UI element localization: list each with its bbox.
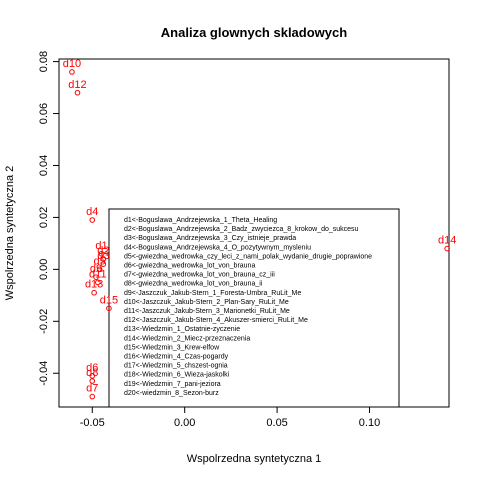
x-axis-label: Wspolrzedna syntetyczna 1 (187, 453, 322, 465)
x-tick-label: 0.00 (174, 417, 195, 429)
legend-entry: d15<-Wiedzmin_3_Krew-elfow (124, 344, 220, 351)
legend-entry: d18<-Wiedzmin_6_Wieza-jaskolki (124, 372, 230, 379)
y-tick-label: -0.02 (38, 309, 50, 334)
legend-entry: d2<-Boguslawa_Andrzejewska_2_Badz_zwycie… (124, 226, 359, 233)
data-point (89, 373, 96, 379)
legend-entry: d14<-Wiedzmin_2_Miecz-przeznaczenia (124, 335, 250, 342)
y-axis: -0.04 -0.02 0.00 0.02 0.04 0.06 0.08 (38, 51, 59, 386)
x-tick-label: 0.05 (266, 417, 287, 429)
y-tick-label: 0.02 (38, 207, 50, 228)
data-point (98, 250, 105, 257)
point-label: d11 (89, 268, 107, 280)
y-tick-label: 0.06 (38, 103, 50, 124)
legend-entry: d16<-Wiedzmin_4_Czas-pogardy (124, 354, 229, 361)
data-point (89, 378, 96, 384)
y-tick-label: 0.00 (38, 259, 50, 280)
point-label: d13 (85, 279, 103, 291)
point-label: d10 (63, 58, 81, 70)
legend-entry: d6<-gwiezdna_wedrowka_lot_von_brauna (124, 263, 255, 270)
data-point (95, 279, 101, 286)
x-axis: -0.05 0.00 0.05 0.10 (80, 407, 380, 429)
legend-entry: d8<-gwiezdna_wedrowka_lot_von_brauna_ii (124, 281, 263, 288)
data-point (93, 274, 99, 280)
data-point (89, 393, 96, 400)
point-label: d7 (86, 383, 98, 395)
legend-entry: d5<-gwiezdna_wedrowka_czy_leci_z_nami_po… (124, 253, 372, 260)
legend-entry: d17<-Wiedzmin_5_chszest-ognia (124, 363, 228, 370)
legend-entry: d19<-Wiedzmin_7_pani-jeziora (124, 381, 221, 388)
point-label: d9 (90, 263, 102, 275)
legend-entry: d20<-wiedzmin_8_Sezon-burz (124, 390, 219, 397)
point-label: d3 (97, 250, 109, 262)
legend-entry: d9<-Jaszczuk_Jakub-Stern_1_Foresta-Umbra… (124, 290, 301, 297)
point-label: d5 (94, 255, 106, 267)
point-label: d2 (97, 245, 109, 257)
point-label: d14 (438, 235, 456, 247)
legend-entry: d10<-Jaszczuk_Jakub-Stern_2_Plan-Sary_Ru… (124, 299, 289, 306)
legend-entry: d11<-Jaszczuk_Jakub-Stern_3_Marionetki_R… (124, 308, 290, 315)
legend-entry: d7<-gwiezdna_wedrowka_lot_von_brauna_cz_… (124, 272, 275, 279)
y-tick-label: -0.04 (38, 361, 50, 386)
data-point (91, 289, 97, 296)
legend: d1<-Boguslawa_Andrzejewska_1_Theta_Heali… (108, 208, 400, 408)
point-label: d8 (86, 367, 98, 379)
y-tick-label: 0.04 (38, 155, 50, 176)
legend-box (108, 208, 400, 408)
point-label: d15 (100, 294, 118, 306)
x-tick-label: 0.10 (359, 417, 380, 429)
legend-entry: d12<-Jaszczuk_Jakub-Stern_4_Akuszer-smie… (124, 317, 308, 324)
data-point (100, 256, 107, 262)
data-point (106, 305, 112, 312)
data-point (74, 89, 81, 96)
legend-entry: d4<-Boguslawa_Andrzejewska_4_O_pozytywny… (124, 244, 311, 251)
data-point (69, 69, 75, 75)
y-axis-label: Wspolrzedna syntetyczna 2 (4, 166, 16, 301)
y-tick-label: 0.08 (38, 51, 50, 72)
point-label: d12 (68, 79, 86, 91)
data-point (100, 261, 107, 267)
chart-title: Analiza glownych skladowych (161, 25, 347, 40)
data-point (444, 245, 450, 252)
legend-entry: d3<-Boguslawa_Andrzejewska_3_Czy_istniej… (124, 235, 296, 242)
data-point (89, 217, 96, 223)
point-label: d4 (86, 206, 98, 218)
legend-entry: d1<-Boguslawa_Andrzejewska_1_Theta_Heali… (124, 217, 277, 224)
data-point (96, 266, 103, 273)
x-tick-label: -0.05 (80, 417, 105, 429)
point-label: d6 (86, 362, 98, 374)
legend-entry: d13<-Wiedzmin_1_Ostatnie-zyczenie (124, 326, 240, 333)
point-label: d1 (95, 240, 107, 252)
